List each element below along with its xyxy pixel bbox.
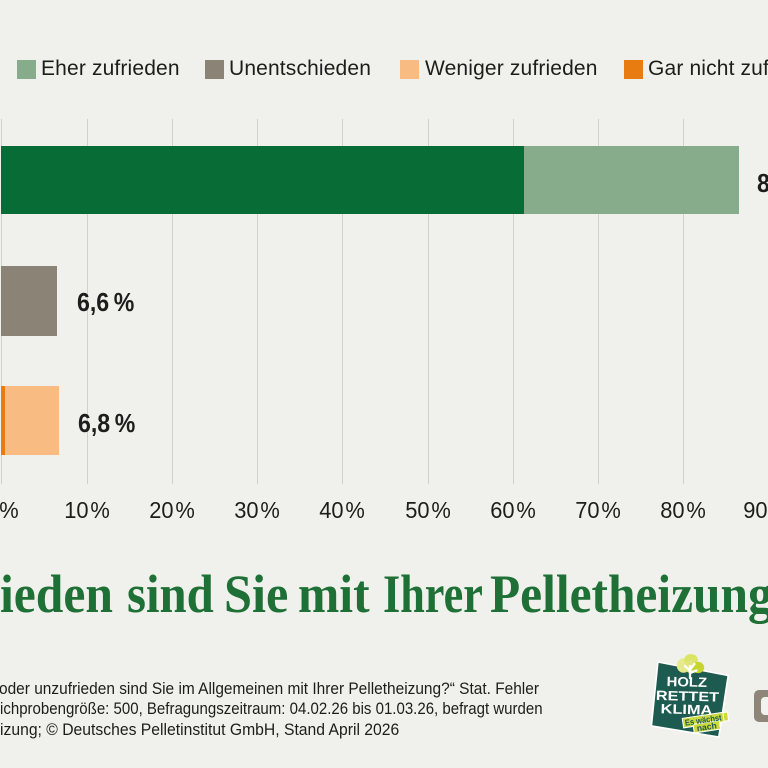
svg-text:RETTET: RETTET (656, 688, 720, 705)
svg-text:nach: nach (696, 720, 717, 733)
svg-text:KLIMA: KLIMA (660, 701, 712, 717)
svg-text:HOLZ: HOLZ (666, 674, 707, 690)
